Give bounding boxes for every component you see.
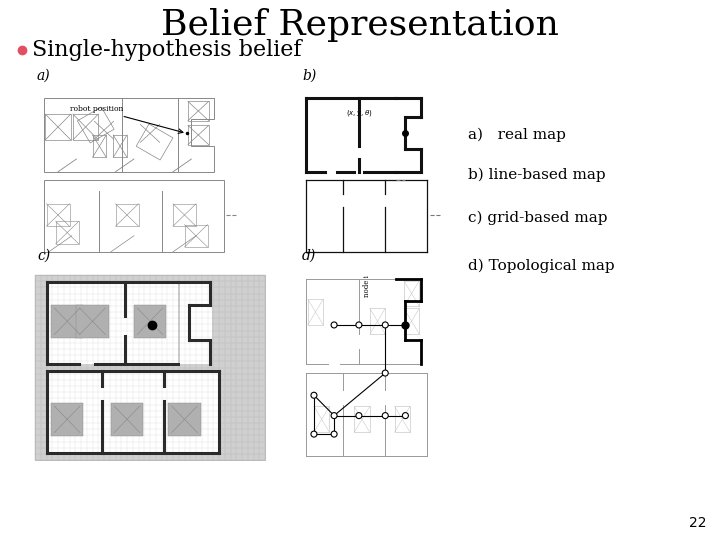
Bar	[180, 282, 212, 364]
Text: a)   real map: a) real map	[468, 128, 566, 142]
Bar	[92, 135, 107, 157]
Bar	[188, 102, 209, 120]
Bar	[307, 299, 323, 325]
Bar	[168, 403, 201, 436]
Text: b): b)	[302, 69, 316, 83]
Bar	[115, 204, 138, 226]
Bar	[111, 403, 143, 436]
Bar	[354, 406, 370, 432]
Bar	[370, 308, 385, 334]
Circle shape	[331, 431, 337, 437]
Bar	[78, 107, 114, 143]
Text: a): a)	[37, 69, 50, 83]
Bar	[184, 225, 207, 247]
Bar	[55, 221, 78, 244]
Circle shape	[311, 431, 317, 437]
Circle shape	[356, 413, 362, 418]
Text: b) line-based map: b) line-based map	[468, 168, 606, 182]
Bar	[45, 114, 71, 140]
Bar	[73, 114, 98, 140]
Bar	[51, 403, 84, 436]
Text: Single-hypothesis belief: Single-hypothesis belief	[32, 39, 302, 61]
Bar	[173, 204, 196, 226]
Text: d) Topological map: d) Topological map	[468, 259, 615, 273]
Bar	[134, 305, 166, 338]
Text: robot position: robot position	[70, 105, 183, 133]
Text: c) grid-based map: c) grid-based map	[468, 211, 608, 225]
Circle shape	[402, 413, 408, 418]
Bar	[314, 406, 330, 432]
Bar	[136, 124, 173, 160]
Bar	[47, 204, 70, 226]
Bar	[404, 308, 419, 334]
Bar	[113, 135, 127, 157]
Text: node i: node i	[363, 275, 371, 297]
Bar	[76, 305, 109, 338]
Circle shape	[331, 413, 337, 418]
Circle shape	[382, 370, 388, 376]
Text: Belief Representation: Belief Representation	[161, 8, 559, 42]
Circle shape	[311, 392, 317, 399]
Circle shape	[382, 322, 388, 328]
Text: d): d)	[302, 249, 316, 263]
Bar	[404, 281, 419, 306]
Bar	[47, 282, 178, 364]
Circle shape	[356, 322, 362, 328]
Circle shape	[331, 322, 337, 328]
Bar	[47, 371, 219, 453]
Text: c): c)	[37, 249, 50, 263]
Text: 22: 22	[688, 516, 706, 530]
Bar	[51, 305, 84, 338]
Bar	[188, 125, 209, 145]
Text: $(x,y,\theta)$: $(x,y,\theta)$	[346, 107, 373, 118]
Circle shape	[382, 413, 388, 418]
Bar	[395, 406, 410, 432]
Bar	[35, 275, 265, 460]
